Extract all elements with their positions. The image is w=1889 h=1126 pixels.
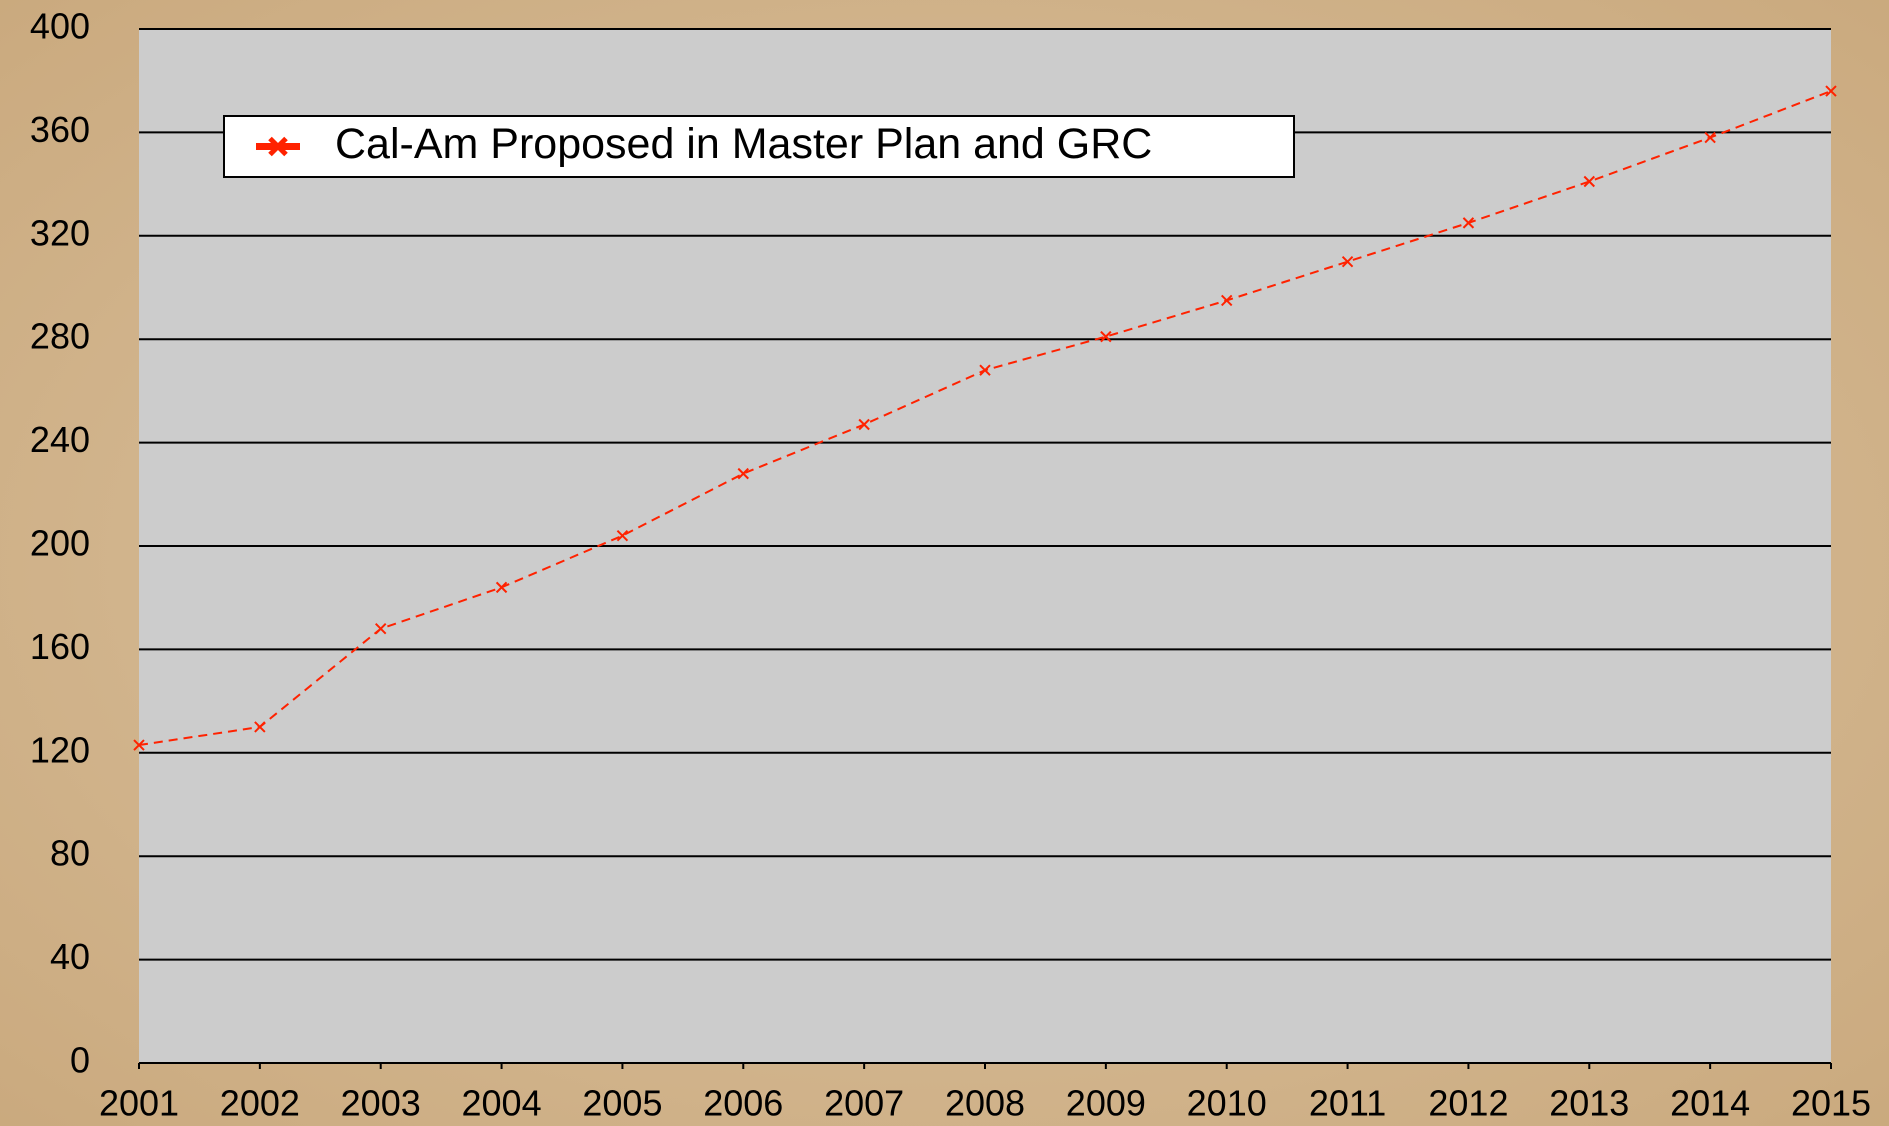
- legend-box: [223, 115, 1295, 178]
- x-tick-label: 2010: [1187, 1083, 1267, 1124]
- x-tick-label: 2015: [1791, 1083, 1871, 1124]
- y-tick-label: 0: [70, 1040, 90, 1081]
- point-marker: [1583, 175, 1595, 188]
- x-tick-label: 2004: [462, 1083, 542, 1124]
- y-tick-label: 360: [30, 109, 90, 150]
- x-tick-label: 2011: [1309, 1083, 1386, 1124]
- point-marker: [737, 467, 749, 480]
- point-marker: [495, 581, 508, 594]
- point-marker: [375, 623, 387, 635]
- point-marker: [1462, 217, 1475, 229]
- point-marker: [1100, 330, 1112, 343]
- point-marker: [1341, 255, 1354, 268]
- x-tick-label: 2014: [1670, 1083, 1750, 1124]
- x-tick-label: 2006: [703, 1083, 783, 1124]
- point-marker: [1704, 131, 1716, 144]
- x-tick-label: 2013: [1549, 1083, 1629, 1124]
- y-tick-label: 80: [50, 833, 90, 874]
- x-tick-label: 2001: [99, 1083, 179, 1124]
- y-tick-label: 40: [50, 936, 90, 977]
- x-tick-label: 2008: [945, 1083, 1025, 1124]
- point-marker: [133, 739, 145, 751]
- point-marker: [1221, 294, 1233, 307]
- x-tick-label: 2002: [220, 1083, 300, 1124]
- point-marker: [1825, 85, 1837, 97]
- legend-marker: [268, 136, 288, 157]
- point-marker: [616, 529, 629, 542]
- point-marker: [254, 721, 266, 733]
- x-tick-label: 2012: [1428, 1083, 1508, 1124]
- x-tick-label: 2009: [1066, 1083, 1146, 1124]
- x-tick-label: 2007: [824, 1083, 904, 1124]
- x-tick-label: 2003: [341, 1083, 421, 1124]
- legend-text: Cal-Am Proposed in Master Plan and GRC: [335, 120, 1152, 168]
- y-tick-label: 240: [30, 419, 90, 460]
- y-tick-label: 320: [30, 212, 90, 253]
- x-tick-label: 2005: [582, 1083, 662, 1124]
- y-tick-label: 280: [30, 316, 90, 357]
- y-tick-label: 200: [30, 523, 90, 564]
- y-tick-label: 160: [30, 626, 90, 667]
- point-marker: [858, 418, 870, 431]
- y-tick-label: 400: [30, 6, 90, 47]
- point-marker: [979, 364, 991, 376]
- y-tick-label: 120: [30, 729, 90, 770]
